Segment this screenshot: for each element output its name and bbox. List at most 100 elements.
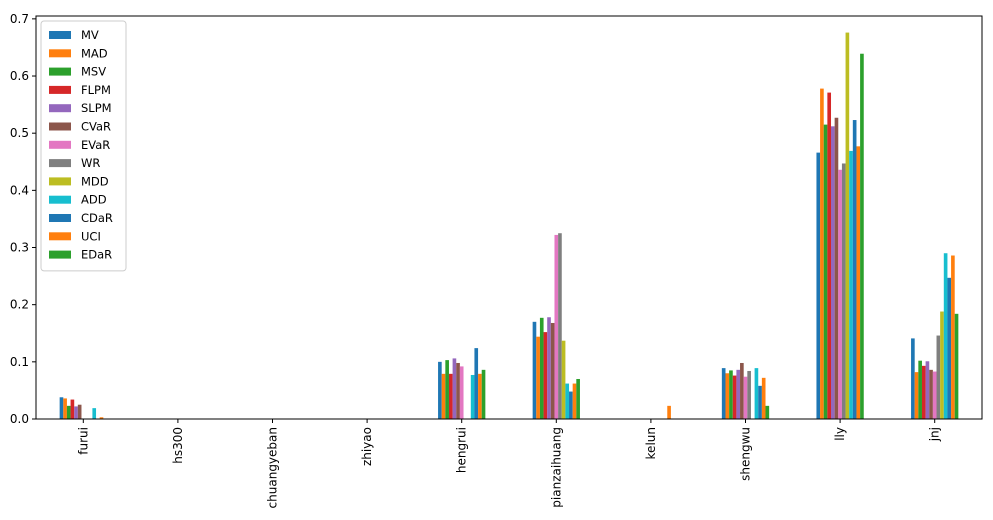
bar-cdar-pianzaihuang — [569, 391, 573, 419]
x-tick-label-lly: lly — [833, 427, 847, 441]
bar-add-furui — [92, 408, 97, 419]
bar-mdd-pianzaihuang — [561, 340, 566, 419]
bar-slpm-shengwu — [736, 369, 741, 419]
legend-label-cdar: CDaR — [81, 211, 113, 225]
y-tick-label: 0.4 — [10, 183, 29, 197]
bar-msv-jnj — [918, 360, 922, 419]
legend-swatch-mv — [49, 31, 71, 39]
bar-uci-kelun — [667, 405, 671, 419]
bar-evar-shengwu — [743, 376, 748, 419]
legend-label-flpm: FLPM — [81, 83, 111, 97]
bar-wr-shengwu — [747, 370, 751, 419]
bars-group — [59, 32, 959, 420]
y-tick-label: 0.7 — [10, 12, 29, 26]
x-tick-label-zhiyao: zhiyao — [360, 427, 374, 466]
legend-label-msv: MSV — [81, 65, 106, 79]
plot-frame — [35, 15, 983, 420]
bar-uci-jnj — [951, 255, 955, 419]
bar-mad-hengrui — [441, 373, 446, 419]
bar-edar-shengwu — [765, 405, 770, 419]
y-tick-label: 0.1 — [10, 355, 29, 369]
bar-msv-lly — [823, 124, 828, 420]
x-tick-label-furui: furui — [76, 427, 90, 455]
y-tick-label: 0.5 — [10, 126, 29, 140]
bar-cdar-shengwu — [758, 385, 762, 419]
bar-mv-furui — [59, 397, 64, 419]
legend-label-uci: UCI — [81, 229, 101, 243]
bar-edar-hengrui — [481, 369, 486, 419]
legend-swatch-evar — [49, 140, 71, 149]
y-axis: 0.0 0.1 0.2 0.3 0.4 0.5 0.6 0.7 — [10, 12, 36, 426]
legend-swatch-msv — [49, 67, 71, 76]
bar-cdar-jnj — [947, 277, 952, 419]
bar-mv-jnj — [911, 338, 915, 419]
bar-cvar-lly — [834, 117, 839, 419]
bar-add-jnj — [943, 253, 948, 419]
bar-uci-hengrui — [478, 373, 482, 419]
bar-flpm-pianzaihuang — [543, 332, 548, 419]
bar-cvar-shengwu — [740, 362, 744, 419]
x-tick-label-kelun: kelun — [644, 427, 658, 459]
bar-mad-jnj — [914, 372, 919, 419]
legend-swatch-edar — [49, 250, 71, 259]
bar-add-hengrui — [470, 374, 475, 419]
legend-label-wr: WR — [81, 156, 100, 170]
legend-swatch-cvar — [49, 122, 71, 131]
bar-flpm-shengwu — [732, 375, 737, 419]
y-tick-label: 0.3 — [10, 241, 29, 255]
bar-msv-pianzaihuang — [539, 317, 544, 419]
bar-mad-shengwu — [725, 373, 730, 419]
x-tick-label-hs300: hs300 — [171, 427, 185, 464]
legend-swatch-cdar — [49, 214, 71, 222]
bar-slpm-furui — [74, 406, 78, 419]
bar-add-pianzaihuang — [565, 383, 570, 419]
x-tick-label-hengrui: hengrui — [455, 427, 469, 473]
bar-add-shengwu — [754, 368, 759, 419]
bar-wr-pianzaihuang — [558, 233, 562, 419]
bar-evar-lly — [838, 169, 842, 419]
x-tick-label-chuangyeban: chuangyeban — [266, 427, 280, 508]
bar-flpm-hengrui — [448, 373, 453, 419]
bar-cdar-lly — [852, 120, 857, 419]
legend: MV MAD MSV FLPM SLPM CVaR EVaR WR MDD ADD CDaR UCI E… — [40, 20, 127, 272]
legend-swatch-mad — [49, 49, 71, 58]
bar-cvar-furui — [77, 404, 82, 419]
y-tick-label: 0.6 — [10, 69, 29, 83]
bar-slpm-pianzaihuang — [547, 317, 551, 419]
legend-label-mad: MAD — [81, 46, 108, 60]
legend-swatch-uci — [49, 232, 71, 241]
bar-wr-jnj — [936, 335, 941, 419]
bar-uci-lly — [856, 146, 861, 419]
bar-msv-hengrui — [445, 360, 449, 419]
bar-msv-shengwu — [729, 370, 733, 419]
bar-edar-pianzaihuang — [576, 378, 580, 419]
bar-mv-shengwu — [721, 368, 726, 419]
legend-label-edar: EDaR — [81, 248, 112, 262]
legend-label-mv: MV — [81, 28, 99, 42]
bar-msv-furui — [66, 405, 71, 419]
x-axis: furui hs300 chuangyeban zhiyao hengrui pianza… — [76, 419, 942, 508]
bar-mv-lly — [816, 152, 821, 419]
bar-uci-pianzaihuang — [572, 383, 577, 419]
bar-cvar-hengrui — [456, 362, 460, 419]
legend-box — [40, 20, 127, 272]
bar-cvar-pianzaihuang — [550, 322, 555, 419]
y-tick-label: 0.0 — [10, 412, 29, 426]
bar-slpm-lly — [831, 126, 835, 419]
legend-label-slpm: SLPM — [81, 101, 112, 115]
legend-swatch-slpm — [49, 104, 71, 113]
bar-flpm-jnj — [921, 365, 926, 419]
legend-label-mdd: MDD — [81, 174, 109, 188]
bar-mad-pianzaihuang — [536, 336, 540, 419]
x-tick-label-shengwu: shengwu — [739, 427, 753, 481]
bar-evar-hengrui — [459, 366, 464, 419]
legend-label-evar: EVaR — [81, 138, 110, 152]
legend-swatch-flpm — [49, 85, 71, 94]
bar-flpm-furui — [70, 399, 75, 419]
bar-evar-jnj — [932, 371, 937, 419]
bar-mdd-lly — [845, 32, 850, 419]
bar-cvar-jnj — [929, 369, 933, 419]
bar-slpm-hengrui — [452, 358, 457, 419]
y-tick-label: 0.2 — [10, 298, 29, 312]
